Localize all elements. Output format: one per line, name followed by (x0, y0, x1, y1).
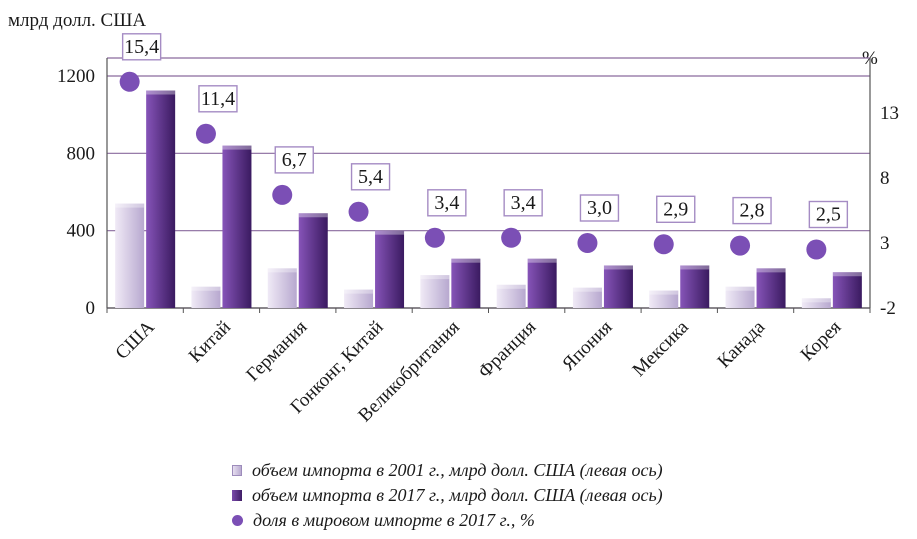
data-label: 2,9 (663, 198, 688, 220)
category-label: США (112, 316, 159, 363)
category-label: Китай (185, 317, 235, 367)
data-label-box (808, 200, 849, 229)
category-label: Мексика (629, 316, 694, 381)
left-tick-label: 400 (67, 221, 96, 242)
data-label-box (198, 85, 238, 113)
bar-2017 (603, 265, 633, 308)
left-tick-label: 0 (86, 298, 96, 319)
bar-2017 (222, 145, 252, 308)
data-label-box (579, 194, 620, 222)
data-label-box (350, 163, 391, 191)
data-label: 3,4 (511, 192, 536, 214)
bar-2017 (451, 258, 481, 308)
bar-2001 (801, 298, 831, 308)
right-tick-label: -2 (880, 298, 896, 319)
data-label-box (427, 189, 467, 217)
data-label: 5,4 (358, 166, 383, 188)
data-label: 11,4 (201, 88, 235, 110)
data-label: 15,4 (124, 36, 159, 58)
bar-2017 (298, 213, 328, 308)
data-label: 6,7 (282, 149, 307, 171)
category-label: Корея (797, 317, 846, 366)
share-point (272, 184, 293, 205)
share-point (653, 234, 674, 255)
axes: 0 400 800 1200 -2 3 8 13 (57, 58, 899, 319)
legend-item-2017: объем импорта в 2017 г., млрд долл. США … (232, 483, 663, 508)
bar-2001 (344, 289, 374, 308)
legend-label-share: доля в мировом импорте в 2017 г., % (253, 510, 535, 530)
bar-2001 (191, 286, 221, 308)
data-label: 2,5 (816, 204, 841, 226)
bars (115, 90, 862, 308)
right-tick-label: 13 (880, 103, 899, 124)
share-point (730, 235, 751, 256)
bar-2017 (527, 258, 557, 308)
share-points: 15,4 11,4 6,7 5,4 3,4 3,4 3,0 2,9 2,8 2,5 (119, 33, 849, 260)
data-label: 2,8 (740, 200, 765, 222)
bar-2001 (115, 203, 145, 308)
bar-2017 (375, 230, 405, 308)
data-label-box (732, 196, 772, 225)
share-point (119, 71, 140, 92)
share-point (195, 123, 216, 144)
legend-item-share: доля в мировом импорте в 2017 г., % (232, 508, 663, 533)
legend-swatch-share (232, 515, 243, 526)
left-axis-unit: млрд долл. США (8, 10, 146, 31)
bar-2017 (146, 90, 176, 308)
left-tick-label: 800 (67, 143, 96, 164)
bar-2001 (420, 275, 450, 308)
legend-swatch-2001 (232, 465, 242, 476)
bar-2001 (267, 268, 297, 308)
left-tick-label: 1200 (57, 66, 95, 87)
bar-2001 (572, 287, 602, 308)
category-label: Германия (242, 317, 311, 386)
data-label-box (656, 195, 696, 224)
legend-label-2001: объем импорта в 2001 г., млрд долл. США … (252, 460, 663, 480)
bar-2017 (680, 265, 710, 308)
category-label: Япония (558, 317, 616, 375)
data-label-box (274, 146, 314, 174)
bar-2017 (832, 272, 862, 308)
legend-swatch-2017 (232, 490, 242, 501)
data-label: 3,0 (587, 197, 612, 219)
right-tick-label: 8 (880, 168, 890, 189)
share-point (806, 239, 827, 260)
legend: объем импорта в 2001 г., млрд долл. США … (232, 458, 663, 533)
category-label: Канада (714, 316, 770, 372)
data-label-box (503, 189, 543, 217)
share-point (424, 227, 445, 248)
bar-2017 (756, 268, 786, 308)
data-label: 3,4 (434, 192, 459, 214)
bar-2001 (496, 284, 526, 308)
right-tick-label: 3 (880, 233, 890, 254)
legend-label-2017: объем импорта в 2017 г., млрд долл. США … (252, 485, 663, 505)
category-label: Франция (474, 317, 540, 383)
share-point (501, 227, 522, 248)
share-point (577, 233, 598, 253)
bar-2001 (725, 286, 755, 308)
data-label-box (121, 33, 162, 61)
legend-item-2001: объем импорта в 2001 г., млрд долл. США … (232, 458, 663, 483)
share-point (348, 201, 369, 222)
bar-2001 (649, 290, 679, 308)
